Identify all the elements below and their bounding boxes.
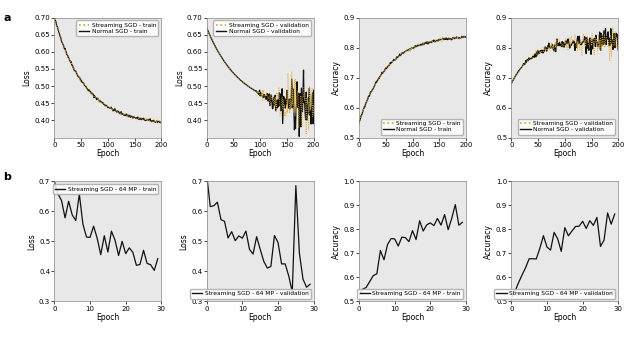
Legend: Streaming SGD - train, Normal SGD - train: Streaming SGD - train, Normal SGD - trai… [381, 119, 463, 134]
Legend: Streaming SGD - validation, Normal SGD - validation: Streaming SGD - validation, Normal SGD -… [213, 21, 311, 36]
Y-axis label: Loss: Loss [179, 233, 189, 250]
Legend: Streaming SGD - 64 MP - validation: Streaming SGD - 64 MP - validation [189, 289, 311, 299]
X-axis label: Epoch: Epoch [401, 149, 424, 158]
Text: a: a [3, 13, 11, 24]
Legend: Streaming SGD - 64 MP - train: Streaming SGD - 64 MP - train [357, 289, 463, 299]
X-axis label: Epoch: Epoch [553, 149, 577, 158]
X-axis label: Epoch: Epoch [248, 313, 272, 322]
Text: b: b [3, 172, 11, 182]
Y-axis label: Loss: Loss [175, 69, 184, 86]
X-axis label: Epoch: Epoch [96, 313, 120, 322]
Legend: Streaming SGD - 64 MP - train: Streaming SGD - 64 MP - train [52, 184, 159, 194]
Y-axis label: Accuracy: Accuracy [484, 60, 493, 95]
Y-axis label: Accuracy: Accuracy [332, 224, 341, 259]
Y-axis label: Accuracy: Accuracy [332, 60, 341, 95]
X-axis label: Epoch: Epoch [401, 313, 424, 322]
Legend: Streaming SGD - 64 MP - validation: Streaming SGD - 64 MP - validation [494, 289, 616, 299]
Y-axis label: Loss: Loss [22, 69, 32, 86]
Legend: Streaming SGD - validation, Normal SGD - validation: Streaming SGD - validation, Normal SGD -… [518, 119, 616, 134]
Legend: Streaming SGD - train, Normal SGD - train: Streaming SGD - train, Normal SGD - trai… [76, 21, 159, 36]
Y-axis label: Loss: Loss [27, 233, 36, 250]
X-axis label: Epoch: Epoch [553, 313, 577, 322]
X-axis label: Epoch: Epoch [96, 149, 120, 158]
X-axis label: Epoch: Epoch [248, 149, 272, 158]
Y-axis label: Accuracy: Accuracy [484, 224, 493, 259]
